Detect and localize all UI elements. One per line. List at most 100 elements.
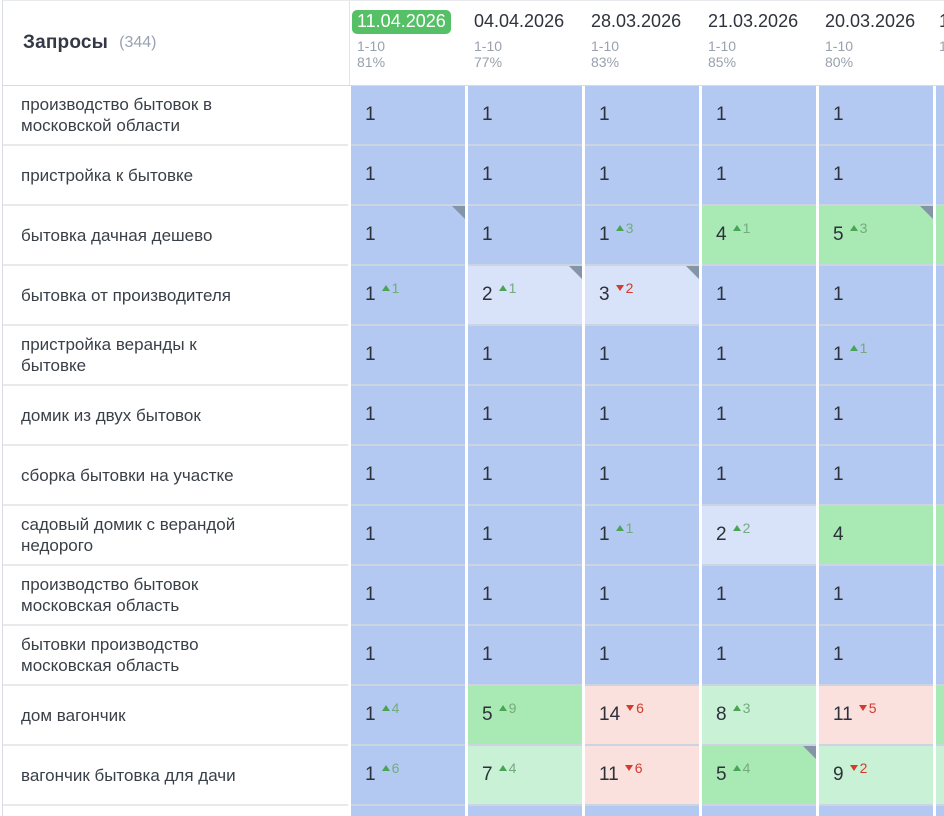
- position-cell[interactable]: 1: [468, 446, 582, 504]
- position-cell[interactable]: 1: [585, 386, 699, 444]
- date-column-header[interactable]: 21.03.2026 1-10 85%: [702, 1, 816, 85]
- position-cell[interactable]: 1: [351, 86, 465, 144]
- keyword-cell[interactable]: домик из двух бытовок: [3, 386, 348, 444]
- position-cell[interactable]: 1: [702, 626, 816, 684]
- keyword-cell[interactable]: бытовки производство московская область: [3, 626, 348, 684]
- position-cell[interactable]: [936, 746, 944, 804]
- position-cell[interactable]: 1: [702, 266, 816, 324]
- keyword-cell[interactable]: сборка бытовки на участке: [3, 446, 348, 504]
- position-cell[interactable]: [936, 266, 944, 324]
- date-column-header[interactable]: 04.04.2026 1-10 77%: [468, 1, 582, 85]
- position-cell[interactable]: 1: [468, 386, 582, 444]
- position-cell[interactable]: [468, 806, 582, 816]
- keyword-cell[interactable]: пристройка веранды к бытовке: [3, 326, 348, 384]
- position-cell[interactable]: 1: [585, 86, 699, 144]
- position-cell[interactable]: 1: [585, 446, 699, 504]
- position-cell[interactable]: 1: [351, 326, 465, 384]
- keyword-cell[interactable]: вагончик бытовка для дачи: [3, 746, 348, 804]
- position-cell[interactable]: 1 4: [351, 686, 465, 744]
- position-cell[interactable]: 1: [351, 146, 465, 204]
- date-column-header[interactable]: 11.04.2026 1-10 81%: [351, 1, 465, 85]
- position-cell[interactable]: [936, 146, 944, 204]
- position-cell[interactable]: [936, 386, 944, 444]
- position-cell[interactable]: 1: [702, 386, 816, 444]
- position-cell[interactable]: [585, 806, 699, 816]
- position-cell[interactable]: 1: [351, 206, 465, 264]
- keyword-cell[interactable]: дом вагончик: [3, 686, 348, 744]
- position-cell[interactable]: 1 1: [351, 266, 465, 324]
- position-cell[interactable]: 1: [468, 566, 582, 624]
- position-cell[interactable]: 1: [468, 626, 582, 684]
- keyword-cell[interactable]: бытовка от производителя: [3, 266, 348, 324]
- position-cell[interactable]: [936, 626, 944, 684]
- position-cell[interactable]: 1: [351, 506, 465, 564]
- position-cell[interactable]: 1: [585, 626, 699, 684]
- date-column-header[interactable]: 20.03.2026 1-10 80%: [819, 1, 933, 85]
- position-cell[interactable]: 5 3: [819, 206, 933, 264]
- date-column-header[interactable]: 1 1: [936, 1, 944, 85]
- keyword-cell[interactable]: производство бытовок в московской област…: [3, 86, 348, 144]
- position-cell[interactable]: 1: [468, 206, 582, 264]
- position-cell[interactable]: 1 3: [585, 206, 699, 264]
- position-cell[interactable]: 1: [819, 386, 933, 444]
- position-cell[interactable]: 1: [819, 566, 933, 624]
- position-cell[interactable]: 9 2: [819, 746, 933, 804]
- position-cell[interactable]: 1: [819, 626, 933, 684]
- position-cell[interactable]: 11 6: [585, 746, 699, 804]
- position-cell[interactable]: [936, 506, 944, 564]
- position-cell[interactable]: 1: [585, 566, 699, 624]
- position-cell[interactable]: 1: [351, 566, 465, 624]
- keyword-cell[interactable]: [3, 806, 348, 816]
- position-cell[interactable]: 1: [702, 566, 816, 624]
- column-date[interactable]: 11.04.2026: [352, 10, 451, 34]
- position-cell[interactable]: 1: [468, 506, 582, 564]
- position-cell[interactable]: 1: [819, 86, 933, 144]
- position-cell[interactable]: 2 2: [702, 506, 816, 564]
- column-date[interactable]: 21.03.2026: [708, 11, 799, 31]
- column-date[interactable]: 28.03.2026: [591, 11, 682, 31]
- position-cell[interactable]: [936, 686, 944, 744]
- position-cell[interactable]: 7 4: [468, 746, 582, 804]
- position-cell[interactable]: 1: [585, 146, 699, 204]
- position-cell[interactable]: 1: [468, 146, 582, 204]
- position-cell[interactable]: 5 4: [702, 746, 816, 804]
- position-cell[interactable]: 1: [702, 146, 816, 204]
- position-cell[interactable]: [936, 566, 944, 624]
- position-cell[interactable]: [351, 806, 465, 816]
- column-date[interactable]: 1: [939, 10, 944, 34]
- position-cell[interactable]: 14 6: [585, 686, 699, 744]
- keyword-cell[interactable]: садовый домик с верандой недорого: [3, 506, 348, 564]
- position-cell[interactable]: 1: [351, 386, 465, 444]
- position-cell[interactable]: 4 1: [702, 206, 816, 264]
- position-cell[interactable]: 8 3: [702, 686, 816, 744]
- position-cell[interactable]: 1: [702, 86, 816, 144]
- column-date[interactable]: 04.04.2026: [474, 11, 565, 31]
- position-cell[interactable]: 11 5: [819, 686, 933, 744]
- position-cell[interactable]: 1: [351, 626, 465, 684]
- position-cell[interactable]: 1: [351, 446, 465, 504]
- position-cell[interactable]: [702, 806, 816, 816]
- position-cell[interactable]: 1: [819, 146, 933, 204]
- position-cell[interactable]: [936, 86, 944, 144]
- position-cell[interactable]: 1: [819, 446, 933, 504]
- keyword-cell[interactable]: бытовка дачная дешево: [3, 206, 348, 264]
- position-cell[interactable]: [936, 806, 944, 816]
- keyword-cell[interactable]: пристройка к бытовке: [3, 146, 348, 204]
- position-cell[interactable]: 1: [468, 86, 582, 144]
- position-cell[interactable]: 1 1: [585, 506, 699, 564]
- column-date[interactable]: 20.03.2026: [825, 11, 916, 31]
- position-cell[interactable]: [936, 446, 944, 504]
- position-cell[interactable]: 1: [702, 446, 816, 504]
- position-cell[interactable]: 1: [585, 326, 699, 384]
- position-cell[interactable]: 4: [819, 506, 933, 564]
- position-cell[interactable]: 1: [468, 326, 582, 384]
- position-cell[interactable]: 1: [702, 326, 816, 384]
- position-cell[interactable]: [936, 206, 944, 264]
- position-cell[interactable]: 3 2: [585, 266, 699, 324]
- position-cell[interactable]: 5 9: [468, 686, 582, 744]
- position-cell[interactable]: 1: [819, 266, 933, 324]
- date-column-header[interactable]: 28.03.2026 1-10 83%: [585, 1, 699, 85]
- position-cell[interactable]: 1 6: [351, 746, 465, 804]
- position-cell[interactable]: [819, 806, 933, 816]
- position-cell[interactable]: [936, 326, 944, 384]
